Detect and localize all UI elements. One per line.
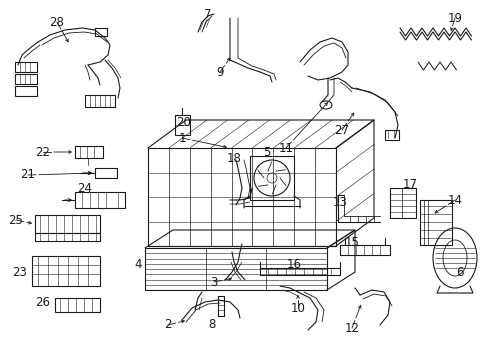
- Text: 27: 27: [334, 123, 349, 136]
- Bar: [95, 28, 107, 36]
- Bar: [175, 115, 190, 135]
- Bar: [55, 298, 100, 312]
- Text: 25: 25: [9, 213, 23, 226]
- Text: 23: 23: [13, 266, 27, 279]
- Text: 3: 3: [210, 275, 217, 288]
- Text: 22: 22: [36, 145, 50, 158]
- Text: 24: 24: [77, 181, 92, 194]
- Bar: [32, 256, 100, 286]
- Bar: [35, 233, 100, 241]
- Text: 8: 8: [208, 319, 215, 332]
- Text: 15: 15: [344, 235, 359, 248]
- Text: 7: 7: [204, 9, 211, 22]
- Text: 12: 12: [344, 321, 359, 334]
- Bar: [95, 168, 117, 178]
- Bar: [35, 215, 100, 233]
- Bar: [75, 146, 103, 158]
- Text: 5: 5: [263, 145, 270, 158]
- Bar: [15, 62, 37, 72]
- Bar: [15, 86, 37, 96]
- Text: 13: 13: [332, 195, 347, 208]
- Text: 9: 9: [216, 66, 224, 78]
- Bar: [249, 156, 293, 200]
- Text: 21: 21: [20, 168, 36, 181]
- Bar: [15, 74, 37, 84]
- Bar: [85, 95, 115, 107]
- Text: 19: 19: [447, 12, 462, 24]
- Text: 6: 6: [455, 266, 463, 279]
- Text: 17: 17: [402, 179, 417, 192]
- Bar: [389, 188, 415, 218]
- Text: 18: 18: [226, 152, 241, 165]
- Text: 26: 26: [36, 296, 50, 309]
- Text: 20: 20: [176, 116, 191, 129]
- Text: 10: 10: [290, 302, 305, 315]
- Text: 1: 1: [178, 131, 185, 144]
- Text: 2: 2: [164, 319, 171, 332]
- Text: 4: 4: [134, 258, 142, 271]
- Text: 28: 28: [49, 15, 64, 28]
- Text: 11: 11: [278, 141, 293, 154]
- Text: 14: 14: [447, 194, 462, 207]
- Bar: [384, 130, 398, 140]
- Text: 16: 16: [286, 258, 301, 271]
- Bar: [75, 192, 125, 208]
